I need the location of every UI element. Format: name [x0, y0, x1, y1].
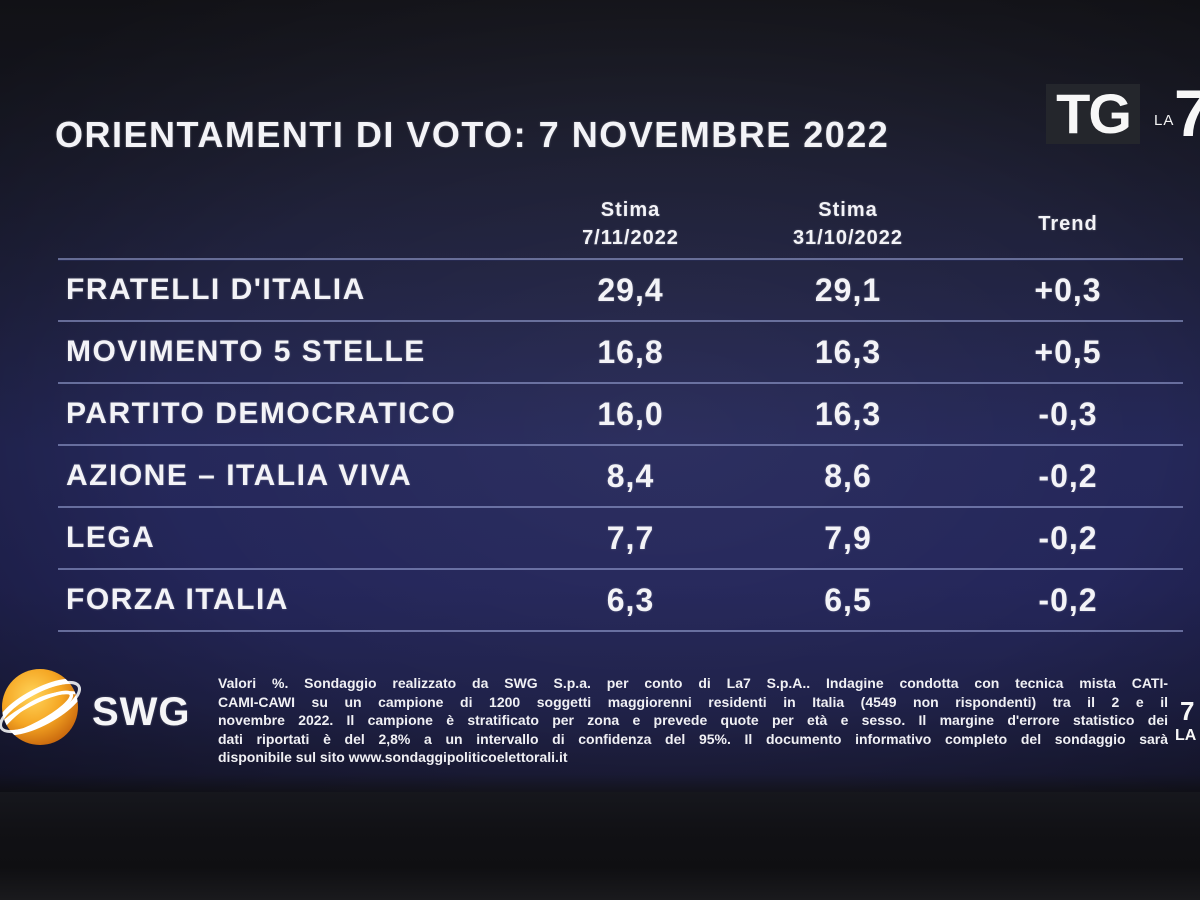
party-name: AZIONE – ITALIA VIVA [66, 459, 413, 492]
la7-logo-seven: 7 [1174, 84, 1200, 146]
header-stima-date: 7/11/2022 [582, 227, 679, 249]
page-title: ORIENTAMENTI DI VOTO: 7 NOVEMBRE 2022 [55, 114, 890, 155]
value-stima-7-11: 29,4 [597, 271, 664, 308]
value-stima-31-10: 16,3 [814, 333, 882, 370]
tg-logo-text: TG [1056, 82, 1132, 145]
value-stima-31-10: 16,3 [814, 395, 882, 432]
table-row: FORZA ITALIA 6,3 6,5 -0,2 [58, 570, 1183, 632]
poll-table: FRATELLI D'ITALIA 29,4 29,1 +0,3 MOVIMEN… [58, 260, 1183, 632]
value-trend: -0,2 [1038, 581, 1098, 618]
methodology-note: Valori %. Sondaggio realizzato da SWG S.… [218, 674, 1168, 767]
value-stima-7-11: 16,0 [597, 395, 664, 432]
header-trend-label: Trend [1038, 213, 1098, 235]
table-row: PARTITO DEMOCRATICO 16,0 16,3 -0,3 [58, 384, 1183, 446]
value-trend: +0,3 [1034, 271, 1102, 308]
footer-line: Valori %. Sondaggio realizzato da SWG S.… [218, 675, 1168, 691]
party-name: FORZA ITALIA [66, 583, 289, 616]
value-stima-31-10: 29,1 [814, 271, 882, 308]
value-stima-7-11: 8,4 [606, 457, 655, 494]
tv-bezel [0, 792, 1200, 900]
la7-small-logo-la: LA [1175, 727, 1197, 744]
header-trend: Trend [953, 190, 1183, 258]
footer-line: CAMI-CAWI su un campione di 1200 soggett… [218, 693, 1168, 710]
footer-line: disponibile sul sito www.sondaggipolitic… [218, 749, 568, 765]
la7-logo-la: LA [1154, 112, 1175, 129]
la7-small-logo: 7 LA [1174, 698, 1200, 764]
table-row: AZIONE – ITALIA VIVA 8,4 8,6 -0,2 [58, 446, 1183, 508]
value-stima-31-10: 7,9 [824, 519, 872, 556]
swg-globe-icon [0, 669, 81, 745]
value-stima-31-10: 6,5 [824, 581, 872, 618]
value-stima-7-11: 16,8 [597, 333, 664, 370]
party-name: PARTITO DEMOCRATICO [66, 397, 457, 430]
value-stima-7-11: 7,7 [606, 519, 655, 556]
tg-logo: TG [1046, 84, 1140, 144]
header-stima-31-10: Stima 31/10/2022 [743, 190, 953, 258]
header-stima-7-11: Stima 7/11/2022 [518, 190, 743, 258]
value-stima-7-11: 6,3 [606, 581, 655, 618]
swg-logo-text: SWG [92, 690, 191, 734]
table-header: Stima 7/11/2022 Stima 31/10/2022 Trend [58, 190, 1183, 260]
header-stima-date: 31/10/2022 [792, 227, 904, 249]
table-row: MOVIMENTO 5 STELLE 16,8 16,3 +0,5 [58, 322, 1183, 384]
value-trend: +0,5 [1034, 333, 1102, 370]
header-stima-label: Stima [818, 199, 878, 221]
value-trend: -0,3 [1038, 395, 1098, 432]
value-trend: -0,2 [1038, 457, 1098, 494]
party-name: FRATELLI D'ITALIA [66, 273, 366, 306]
table-row: LEGA 7,7 7,9 -0,2 [58, 508, 1183, 570]
header-stima-label: Stima [600, 199, 661, 221]
footer-line: dati riportati è del 2,8% a un intervall… [218, 730, 1168, 747]
la7-logo: LA 7 [1148, 84, 1200, 146]
footer-line: novembre 2022. Il campione è stratificat… [218, 712, 1168, 728]
party-name: MOVIMENTO 5 STELLE [66, 335, 426, 368]
value-stima-31-10: 8,6 [824, 457, 872, 494]
value-trend: -0,2 [1038, 519, 1098, 556]
table-row: FRATELLI D'ITALIA 29,4 29,1 +0,3 [58, 260, 1183, 322]
la7-small-logo-seven: 7 [1180, 698, 1195, 726]
header-empty-cell [58, 190, 518, 258]
party-name: LEGA [66, 521, 156, 554]
